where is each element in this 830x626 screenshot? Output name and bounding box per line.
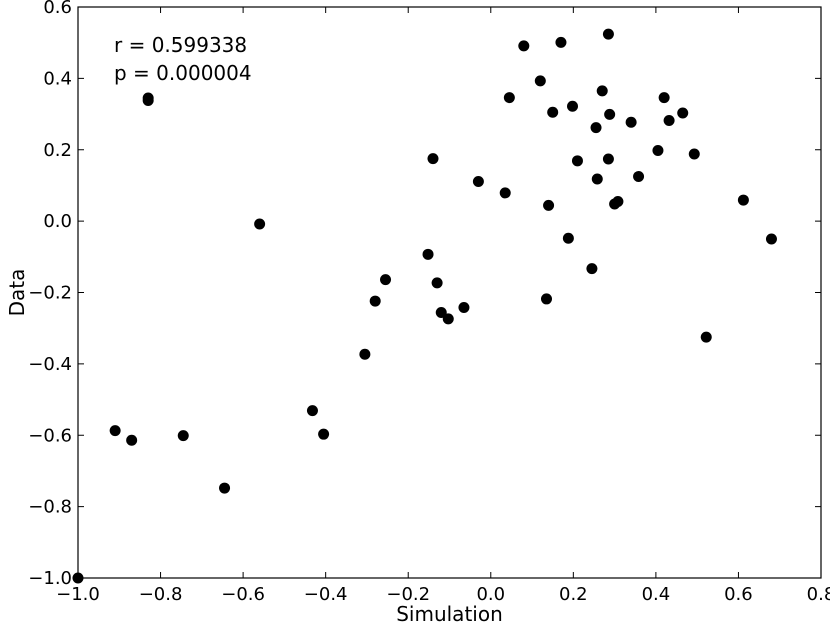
data-point (602, 153, 614, 165)
annotation-p: p = 0.000004 (114, 61, 252, 85)
data-point (562, 232, 574, 244)
data-point (541, 293, 553, 305)
data-point (625, 116, 637, 128)
data-point (435, 306, 447, 318)
data-points (72, 28, 777, 584)
y-axis-title: Data (5, 269, 29, 317)
data-point (219, 482, 231, 494)
data-point (427, 153, 439, 165)
data-point (109, 425, 121, 437)
data-point (472, 176, 484, 188)
x-tick-label: −0.4 (304, 584, 348, 605)
data-point (612, 195, 624, 207)
x-tick-label: 0.6 (724, 584, 753, 605)
annotation-r: r = 0.599338 (114, 33, 247, 57)
data-point (571, 155, 583, 167)
data-point (658, 92, 670, 104)
y-tick-label: −0.6 (28, 425, 72, 446)
y-tick-label: 0.0 (43, 211, 72, 232)
data-point (534, 75, 546, 87)
data-point (142, 95, 154, 107)
x-tick-label: 0.4 (642, 584, 671, 605)
data-point (306, 405, 318, 417)
x-tick-label: −0.2 (386, 584, 430, 605)
data-point (737, 194, 749, 206)
data-point (318, 428, 330, 440)
x-tick-label: 0.0 (476, 584, 505, 605)
data-point (518, 40, 530, 52)
data-point (586, 263, 598, 275)
data-point (677, 107, 689, 119)
data-point (543, 199, 555, 211)
data-point (547, 106, 559, 118)
data-point (652, 144, 664, 156)
data-point (590, 122, 602, 134)
data-point (442, 313, 454, 325)
x-tick-label: −0.6 (221, 584, 265, 605)
data-point (688, 148, 700, 160)
data-point (254, 218, 266, 230)
y-tick-label: −0.4 (28, 354, 72, 375)
y-tick-label: 0.6 (43, 0, 72, 18)
data-point (431, 277, 443, 289)
data-point (663, 114, 675, 126)
data-point (359, 348, 371, 360)
axis-ticks: −1.0 −0.8 −0.6 −0.4 −0.2 0.0 0.2 0.4 0.6 0.8 −1.0 −… (28, 0, 830, 605)
data-point (380, 274, 392, 286)
data-point (591, 173, 603, 185)
data-point (604, 108, 616, 120)
data-point (700, 331, 712, 343)
data-point (602, 28, 614, 40)
data-point (458, 301, 470, 313)
data-point (177, 430, 189, 442)
data-point (422, 248, 434, 260)
data-point (369, 295, 381, 307)
x-tick-label: −0.8 (139, 584, 183, 605)
y-tick-label: 0.2 (43, 140, 72, 161)
y-tick-label: −0.2 (28, 283, 72, 304)
y-tick-label: 0.4 (43, 68, 72, 89)
data-point (126, 434, 138, 446)
data-point (499, 187, 511, 199)
data-point (567, 100, 579, 112)
data-point (555, 36, 567, 48)
data-point (596, 85, 608, 97)
data-point (503, 92, 515, 104)
y-tick-label: −1.0 (28, 568, 72, 589)
data-point (765, 233, 777, 245)
x-tick-label: −1.0 (56, 584, 100, 605)
y-tick-label: −0.8 (28, 497, 72, 518)
x-tick-label: 0.2 (559, 584, 588, 605)
plot-frame (77, 6, 822, 579)
x-axis-title: Simulation (396, 602, 503, 626)
x-tick-label: 0.8 (807, 584, 830, 605)
data-point (633, 171, 645, 183)
